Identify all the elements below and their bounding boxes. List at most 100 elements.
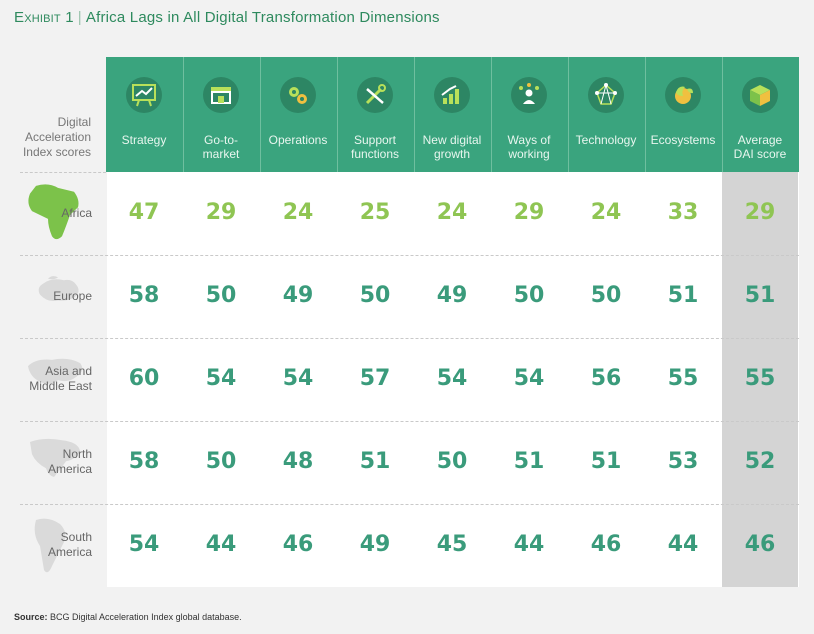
score-cell: 29 (205, 200, 237, 225)
average-column-highlight (722, 172, 798, 587)
north-america-map-icon (22, 435, 88, 496)
network-nodes-icon (588, 77, 624, 113)
column-separator (722, 57, 723, 172)
column-label: Ecosystems (650, 133, 716, 147)
score-cell: 50 (513, 283, 545, 308)
region-label: Europe (2, 289, 92, 304)
score-cell: 47 (128, 200, 160, 225)
score-cell: 24 (282, 200, 314, 225)
column-separator (260, 57, 261, 172)
score-cell: 51 (513, 449, 545, 474)
score-cell: 54 (205, 366, 237, 391)
score-cell: 54 (128, 532, 160, 557)
column-header-new-digital-growth: New digital growth (414, 57, 490, 172)
score-cell: 24 (436, 200, 468, 225)
score-cell: 49 (436, 283, 468, 308)
column-separator (337, 57, 338, 172)
column-header-technology: Technology (568, 57, 644, 172)
africa-map-icon (22, 182, 88, 249)
region-label-line: America (47, 462, 92, 476)
region-label-line: America (47, 545, 92, 559)
row-divider (20, 421, 799, 422)
column-label: Support functions (350, 133, 400, 161)
score-cell: 54 (436, 366, 468, 391)
score-cell: 44 (667, 532, 699, 557)
region-label: Asia and Middle East (2, 364, 92, 394)
score-cell: 58 (128, 449, 160, 474)
person-network-icon (511, 77, 547, 113)
score-cell: 50 (436, 449, 468, 474)
score-cell: 44 (513, 532, 545, 557)
exhibit-label: Exhibit 1 (14, 9, 74, 26)
strategy-board-icon (126, 77, 162, 113)
score-cell: 49 (282, 283, 314, 308)
score-cell: 56 (590, 366, 622, 391)
column-label: Operations (268, 133, 328, 147)
column-label: New digital growth (422, 133, 482, 161)
score-cell: 51 (667, 283, 699, 308)
column-separator (183, 57, 184, 172)
score-cell: 60 (128, 366, 160, 391)
region-label-line: Middle East (29, 379, 92, 393)
table-row: Europe 58 50 49 50 49 50 50 51 51 (0, 255, 814, 338)
column-header-ecosystems: Ecosystems (645, 57, 721, 172)
score-cell: 46 (282, 532, 314, 557)
row-header-label: Digital Acceleration Index scores (22, 115, 91, 159)
score-cell: 45 (436, 532, 468, 557)
source-text: BCG Digital Acceleration Index global da… (50, 612, 242, 622)
column-separator (414, 57, 415, 172)
table-row: South America 54 44 46 49 45 44 46 44 46 (0, 504, 814, 587)
row-divider (20, 172, 106, 173)
cube-icon (742, 77, 778, 113)
column-header-operations: Operations (260, 57, 336, 172)
asia-map-icon (22, 352, 88, 407)
score-cell: 46 (590, 532, 622, 557)
europe-map-icon (22, 273, 88, 324)
region-label: Africa (2, 206, 92, 221)
score-cell: 50 (590, 283, 622, 308)
score-cell: 52 (744, 449, 776, 474)
tools-icon (357, 77, 393, 113)
score-cell: 57 (359, 366, 391, 391)
score-cell: 49 (359, 532, 391, 557)
column-separator (491, 57, 492, 172)
score-cell: 50 (205, 283, 237, 308)
score-cell: 54 (513, 366, 545, 391)
column-header-band (106, 57, 799, 172)
score-cell: 44 (205, 532, 237, 557)
source-note: Source: BCG Digital Acceleration Index g… (14, 612, 242, 622)
score-cell: 51 (744, 283, 776, 308)
score-cell: 54 (282, 366, 314, 391)
region-label-line: North (62, 447, 92, 461)
column-separator (568, 57, 569, 172)
source-prefix: Source: (14, 612, 48, 622)
table-row: Africa 47 29 24 25 24 29 24 33 29 (0, 172, 814, 255)
title-separator: | (77, 9, 82, 26)
column-separator (645, 57, 646, 172)
score-cell: 48 (282, 449, 314, 474)
globe-leaf-icon (665, 77, 701, 113)
region-label-line: Europe (53, 289, 92, 303)
region-label: South America (2, 530, 92, 560)
score-cell: 51 (359, 449, 391, 474)
column-label: Strategy (121, 133, 167, 147)
row-divider (20, 255, 799, 256)
scores-table: Digital Acceleration Index scores Strategy… (0, 57, 814, 587)
score-cell: 50 (205, 449, 237, 474)
table-row: North America 58 50 48 51 50 51 51 53 52 (0, 421, 814, 504)
region-label-line: Asia and (45, 364, 92, 378)
column-header-average-dai-score: Average DAI score (722, 57, 798, 172)
column-header-go-to-market: Go-to- market (183, 57, 259, 172)
score-cell: 51 (590, 449, 622, 474)
table-body-background (107, 172, 799, 587)
title-text: Africa Lags in All Digital Transformatio… (85, 9, 440, 26)
column-label: Average DAI score (733, 133, 787, 161)
row-divider (20, 504, 799, 505)
region-label: North America (2, 447, 92, 477)
column-label: Technology (575, 133, 637, 147)
score-cell: 29 (513, 200, 545, 225)
score-cell: 33 (667, 200, 699, 225)
score-cell: 55 (667, 366, 699, 391)
column-header-support-functions: Support functions (337, 57, 413, 172)
column-header-strategy: Strategy (106, 57, 182, 172)
